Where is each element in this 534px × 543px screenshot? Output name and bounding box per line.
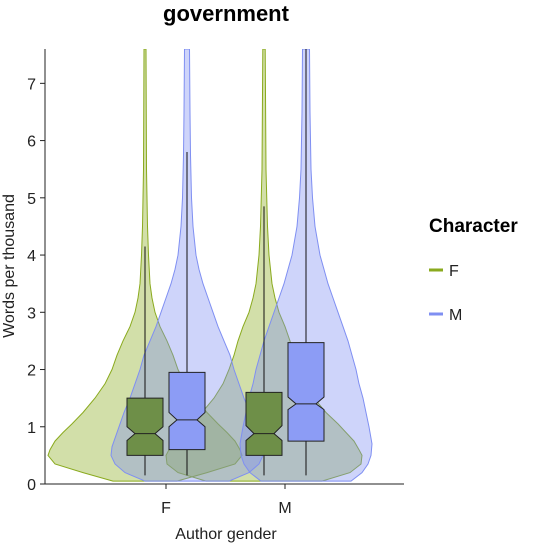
legend-label-f: F — [449, 263, 459, 280]
legend-title: Character — [429, 216, 518, 237]
y-tick-label: 2 — [27, 363, 36, 380]
legend: Character F M — [429, 216, 518, 324]
x-tick-label: M — [278, 500, 291, 517]
box-m-f — [168, 371, 206, 451]
y-tick-label: 4 — [27, 248, 36, 265]
legend-label-m: M — [449, 307, 462, 324]
x-axis-label: Author gender — [175, 526, 277, 543]
y-tick-label: 6 — [27, 134, 36, 151]
y-axis-label: Words per thousand — [1, 194, 18, 338]
y-tick-label: 5 — [27, 191, 36, 208]
y-tick-label: 7 — [27, 76, 36, 93]
axes: 0 1 2 3 4 5 6 7 F M — [27, 49, 404, 517]
box-m-m — [287, 342, 325, 442]
plot-area — [47, 49, 373, 482]
y-tick-label: 3 — [27, 305, 36, 322]
y-tick-label: 0 — [27, 477, 36, 494]
box-f-m — [245, 391, 283, 456]
chart-title: government — [163, 1, 290, 26]
box-f-f — [126, 397, 164, 456]
y-tick-label: 1 — [27, 420, 36, 437]
x-tick-label: F — [161, 500, 171, 517]
